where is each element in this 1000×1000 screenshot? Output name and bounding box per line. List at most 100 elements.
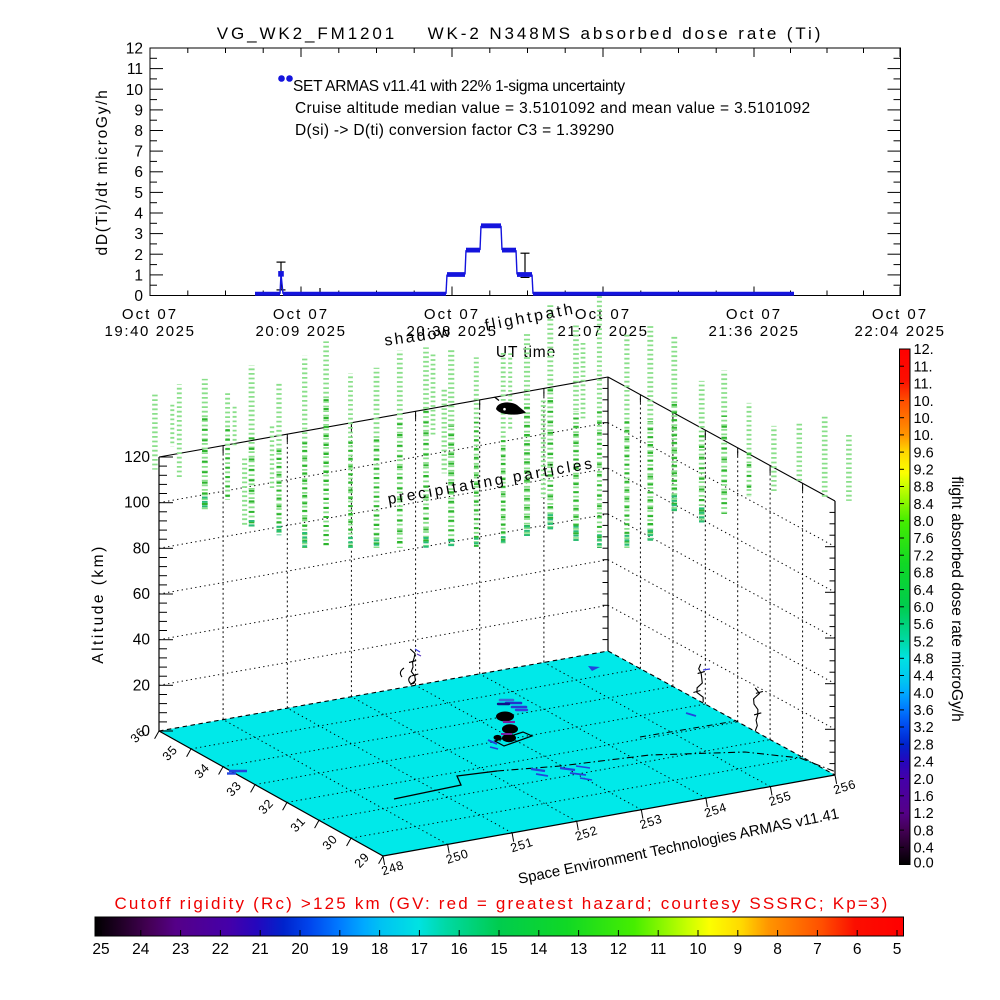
svg-text:1.2: 1.2 bbox=[914, 806, 934, 822]
svg-text:6: 6 bbox=[134, 164, 143, 181]
svg-text:7.6: 7.6 bbox=[914, 531, 934, 547]
svg-text:12: 12 bbox=[610, 941, 627, 958]
svg-text:23: 23 bbox=[172, 941, 189, 958]
svg-text:Oct 07: Oct 07 bbox=[872, 306, 928, 323]
svg-text:6.0: 6.0 bbox=[914, 600, 934, 616]
svg-text:4: 4 bbox=[134, 206, 143, 223]
svg-text:250: 250 bbox=[444, 846, 470, 866]
svg-text:Altitude (km): Altitude (km) bbox=[90, 544, 107, 664]
svg-text:8.4: 8.4 bbox=[914, 497, 934, 513]
svg-text:Oct 07: Oct 07 bbox=[726, 306, 782, 323]
svg-text:20:09 2025: 20:09 2025 bbox=[255, 323, 346, 340]
svg-text:Oct 07: Oct 07 bbox=[122, 306, 178, 323]
svg-text:9.2: 9.2 bbox=[914, 463, 934, 479]
svg-text:80: 80 bbox=[133, 540, 151, 557]
svg-text:4.4: 4.4 bbox=[914, 669, 934, 685]
svg-text:25: 25 bbox=[92, 941, 109, 958]
svg-text:11.: 11. bbox=[914, 359, 933, 375]
svg-text:24: 24 bbox=[132, 941, 150, 958]
svg-text:10.: 10. bbox=[914, 394, 934, 410]
svg-text:5: 5 bbox=[893, 941, 902, 958]
svg-text:Oct 07: Oct 07 bbox=[424, 306, 480, 323]
svg-text:dD(Ti)/dt microGy/h: dD(Ti)/dt microGy/h bbox=[94, 89, 111, 256]
svg-text:8: 8 bbox=[773, 941, 782, 958]
svg-text:11: 11 bbox=[127, 61, 143, 78]
svg-text:20:38 2025: 20:38 2025 bbox=[406, 323, 497, 340]
svg-text:40: 40 bbox=[133, 632, 151, 649]
svg-text:SET ARMAS v11.41 with 22% 1-si: SET ARMAS v11.41 with 22% 1-sigma uncert… bbox=[293, 78, 625, 95]
svg-text:10.: 10. bbox=[914, 411, 934, 427]
svg-text:1.6: 1.6 bbox=[914, 789, 934, 805]
svg-text:254: 254 bbox=[703, 800, 729, 820]
svg-text:7: 7 bbox=[813, 941, 822, 958]
svg-text:5.6: 5.6 bbox=[914, 617, 934, 633]
svg-text:13: 13 bbox=[570, 941, 587, 958]
svg-text:256: 256 bbox=[832, 777, 858, 797]
svg-text:19:40 2025: 19:40 2025 bbox=[104, 323, 195, 340]
svg-text:15: 15 bbox=[490, 941, 507, 958]
svg-text:0.4: 0.4 bbox=[914, 841, 934, 857]
svg-text:2.4: 2.4 bbox=[914, 755, 934, 771]
svg-text:248: 248 bbox=[380, 858, 406, 878]
svg-text:1: 1 bbox=[134, 267, 143, 284]
svg-text:6.8: 6.8 bbox=[914, 566, 934, 582]
svg-text:253: 253 bbox=[638, 812, 664, 832]
svg-text:21:07 2025: 21:07 2025 bbox=[557, 323, 648, 340]
svg-text:4.8: 4.8 bbox=[914, 652, 934, 668]
svg-text:20: 20 bbox=[291, 941, 309, 958]
svg-text:251: 251 bbox=[509, 835, 535, 855]
svg-text:Cutoff rigidity (Rc) >125 km (: Cutoff rigidity (Rc) >125 km (GV: red = … bbox=[114, 894, 889, 913]
svg-text:3.2: 3.2 bbox=[914, 720, 934, 736]
svg-text:Oct 07: Oct 07 bbox=[273, 306, 329, 323]
svg-text:11.: 11. bbox=[914, 377, 933, 393]
svg-text:3.6: 3.6 bbox=[914, 703, 934, 719]
svg-text:8: 8 bbox=[134, 123, 143, 140]
svg-text:12.: 12. bbox=[914, 342, 934, 358]
svg-text:100: 100 bbox=[124, 495, 150, 512]
svg-text:21:36 2025: 21:36 2025 bbox=[708, 323, 799, 340]
svg-text:VG_WK2_FM1201 WK-2 N348MS a: VG_WK2_FM1201 WK-2 N348MS absorbed dose … bbox=[217, 24, 824, 43]
svg-text:20: 20 bbox=[133, 677, 151, 694]
svg-text:5: 5 bbox=[134, 185, 143, 202]
svg-text:D(si) -> D(ti) conversion fact: D(si) -> D(ti) conversion factor C3 = 1.… bbox=[295, 122, 614, 139]
svg-text:6.4: 6.4 bbox=[914, 583, 934, 599]
svg-text:6: 6 bbox=[853, 941, 862, 958]
svg-text:12: 12 bbox=[126, 41, 143, 58]
svg-text:252: 252 bbox=[573, 823, 599, 843]
svg-text:60: 60 bbox=[133, 586, 151, 603]
svg-text:14: 14 bbox=[530, 941, 548, 958]
svg-text:10: 10 bbox=[689, 941, 707, 958]
svg-text:21: 21 bbox=[252, 941, 269, 958]
svg-text:18: 18 bbox=[371, 941, 388, 958]
svg-text:10: 10 bbox=[126, 82, 144, 99]
svg-text:22: 22 bbox=[212, 941, 229, 958]
svg-text:7: 7 bbox=[134, 144, 143, 161]
svg-text:10.: 10. bbox=[914, 428, 934, 444]
svg-text:120: 120 bbox=[124, 449, 150, 466]
svg-text:Cruise altitude median value =: Cruise altitude median value = 3.5101092… bbox=[295, 100, 811, 117]
svg-text:9.6: 9.6 bbox=[914, 445, 934, 461]
svg-text:11: 11 bbox=[650, 941, 666, 958]
svg-text:3: 3 bbox=[134, 226, 143, 243]
svg-text:8.8: 8.8 bbox=[914, 480, 934, 496]
svg-text:9: 9 bbox=[733, 941, 742, 958]
svg-text:22:04 2025: 22:04 2025 bbox=[854, 323, 945, 340]
svg-text:9: 9 bbox=[134, 102, 143, 119]
svg-text:0: 0 bbox=[134, 288, 143, 305]
svg-text:0.0: 0.0 bbox=[914, 856, 934, 872]
svg-text:0.8: 0.8 bbox=[914, 823, 934, 839]
svg-text:4.0: 4.0 bbox=[914, 686, 934, 702]
svg-text:255: 255 bbox=[767, 789, 793, 809]
svg-text:2.8: 2.8 bbox=[914, 737, 934, 753]
svg-text:19: 19 bbox=[331, 941, 348, 958]
svg-text:2: 2 bbox=[134, 247, 143, 264]
svg-text:2.0: 2.0 bbox=[914, 772, 934, 788]
svg-text:flight absorbed dose rate micr: flight absorbed dose rate microGy/h bbox=[948, 476, 965, 722]
svg-text:0: 0 bbox=[141, 723, 150, 740]
svg-text:7.2: 7.2 bbox=[914, 548, 934, 564]
svg-text:16: 16 bbox=[451, 941, 468, 958]
svg-text:Oct 07: Oct 07 bbox=[575, 306, 631, 323]
svg-text:17: 17 bbox=[411, 941, 428, 958]
svg-text:8.0: 8.0 bbox=[914, 514, 934, 530]
svg-text:5.2: 5.2 bbox=[914, 634, 934, 650]
